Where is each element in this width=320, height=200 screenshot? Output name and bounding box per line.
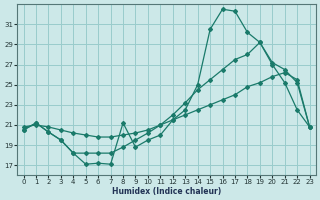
- X-axis label: Humidex (Indice chaleur): Humidex (Indice chaleur): [112, 187, 221, 196]
